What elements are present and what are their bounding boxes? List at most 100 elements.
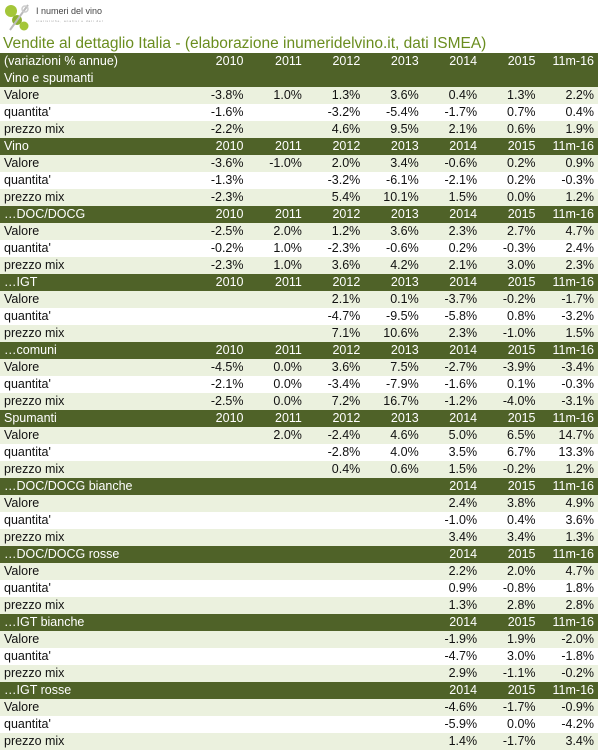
section-title: Vino e spumanti — [0, 70, 190, 87]
cell-value: 3.6% — [305, 257, 365, 274]
cell-value — [189, 716, 248, 733]
cell-value — [247, 308, 306, 325]
section-year — [305, 70, 365, 87]
section-year: 2015 — [481, 682, 540, 699]
cell-value: -3.9% — [481, 359, 540, 376]
cell-value: 2.0% — [247, 427, 306, 444]
cell-value — [305, 597, 365, 614]
cell-value — [305, 716, 365, 733]
section-year: 2014 — [422, 138, 482, 155]
row-label: Valore — [0, 631, 190, 648]
cell-value — [189, 597, 248, 614]
cell-value: 4.0% — [364, 444, 423, 461]
cell-value — [189, 665, 248, 682]
cell-value: -3.2% — [305, 172, 365, 189]
cell-value — [247, 563, 306, 580]
cell-value: -1.3% — [189, 172, 248, 189]
table-row: prezzo mix -2.3% 5.4% 10.1% 1.5% 0.0% 1.2% — [0, 189, 598, 206]
section-year — [364, 546, 423, 563]
cell-value: -2.5% — [189, 393, 248, 410]
table-row: quantita' -2.8% 4.0% 3.5% 6.7% 13.3% — [0, 444, 598, 461]
cell-value: -5.9% — [422, 716, 482, 733]
row-label: prezzo mix — [0, 121, 190, 138]
cell-value: 0.4% — [305, 461, 365, 478]
section-year — [364, 614, 423, 631]
cell-value: -5.4% — [364, 104, 423, 121]
row-label: prezzo mix — [0, 529, 190, 546]
section-year: 2013 — [364, 138, 423, 155]
cell-value — [364, 631, 423, 648]
cell-value: -4.7% — [305, 308, 365, 325]
row-label: Valore — [0, 427, 190, 444]
section-header-row: …comuni 2010 2011 2012 2013 2014 2015 11m-16 — [0, 342, 598, 359]
table-row: Valore 2.4% 3.8% 4.9% — [0, 495, 598, 512]
table-row: quantita' -4.7% 3.0% -1.8% — [0, 648, 598, 665]
table-row: Valore -4.5% 0.0% 3.6% 7.5% -2.7% -3.9% -3.4% — [0, 359, 598, 376]
cell-value: 2.1% — [422, 121, 482, 138]
section-year: 2015 — [481, 274, 540, 291]
cell-value — [247, 580, 306, 597]
cell-value: 3.6% — [539, 512, 598, 529]
cell-value: 14.7% — [539, 427, 598, 444]
cell-value — [305, 529, 365, 546]
section-year: 2014 — [422, 682, 482, 699]
cell-value: 5.0% — [422, 427, 482, 444]
row-label: quantita' — [0, 308, 190, 325]
cell-value: 1.2% — [305, 223, 365, 240]
cell-value — [305, 580, 365, 597]
row-label: quantita' — [0, 580, 190, 597]
cell-value — [247, 444, 306, 461]
cell-value — [189, 444, 248, 461]
cell-value: 2.4% — [539, 240, 598, 257]
cell-value: 2.0% — [247, 223, 306, 240]
cell-value: 3.8% — [481, 495, 540, 512]
cell-value — [189, 308, 248, 325]
section-year: 11m-16 — [539, 546, 598, 563]
cell-value: -1.1% — [481, 665, 540, 682]
cell-value: 1.4% — [422, 733, 482, 750]
section-year — [305, 478, 365, 495]
section-header-row: …DOC/DOCG rosse 2014 2015 11m-16 — [0, 546, 598, 563]
cell-value: 0.0% — [247, 376, 306, 393]
cell-value — [364, 495, 423, 512]
section-year: 11m-16 — [539, 206, 598, 223]
section-year: 11m-16 — [539, 682, 598, 699]
cell-value — [189, 495, 248, 512]
section-year: 2014 — [422, 546, 482, 563]
cell-value: 13.3% — [539, 444, 598, 461]
cell-value: 4.6% — [305, 121, 365, 138]
row-label: quantita' — [0, 376, 190, 393]
table-row: Valore -1.9% 1.9% -2.0% — [0, 631, 598, 648]
cell-value — [247, 121, 306, 138]
cell-value: 0.2% — [481, 172, 540, 189]
row-label: Valore — [0, 495, 190, 512]
cell-value: 6.5% — [481, 427, 540, 444]
cell-value: -1.0% — [481, 325, 540, 342]
cell-value — [247, 291, 306, 308]
cell-value — [189, 529, 248, 546]
header-year: 2015 — [481, 53, 540, 70]
section-year: 2013 — [364, 342, 423, 359]
cell-value: 0.9% — [539, 155, 598, 172]
cell-value: 4.6% — [364, 427, 423, 444]
section-year: 2014 — [422, 410, 482, 427]
section-year — [247, 546, 306, 563]
cell-value: -1.7% — [481, 733, 540, 750]
cell-value: -1.2% — [422, 393, 482, 410]
cell-value: 3.4% — [422, 529, 482, 546]
cell-value: 7.2% — [305, 393, 365, 410]
cell-value: -0.3% — [481, 240, 540, 257]
cell-value: -2.8% — [305, 444, 365, 461]
cell-value: 3.6% — [364, 223, 423, 240]
logo-tagline: statistiche, analisi e dati del mondo de… — [36, 19, 104, 23]
cell-value: -5.8% — [422, 308, 482, 325]
cell-value: 2.8% — [539, 597, 598, 614]
row-label: prezzo mix — [0, 325, 190, 342]
cell-value — [305, 512, 365, 529]
cell-value — [189, 512, 248, 529]
cell-value: -2.4% — [305, 427, 365, 444]
section-year: 2013 — [364, 206, 423, 223]
cell-value — [247, 597, 306, 614]
section-year — [305, 546, 365, 563]
section-title: …comuni — [0, 342, 190, 359]
